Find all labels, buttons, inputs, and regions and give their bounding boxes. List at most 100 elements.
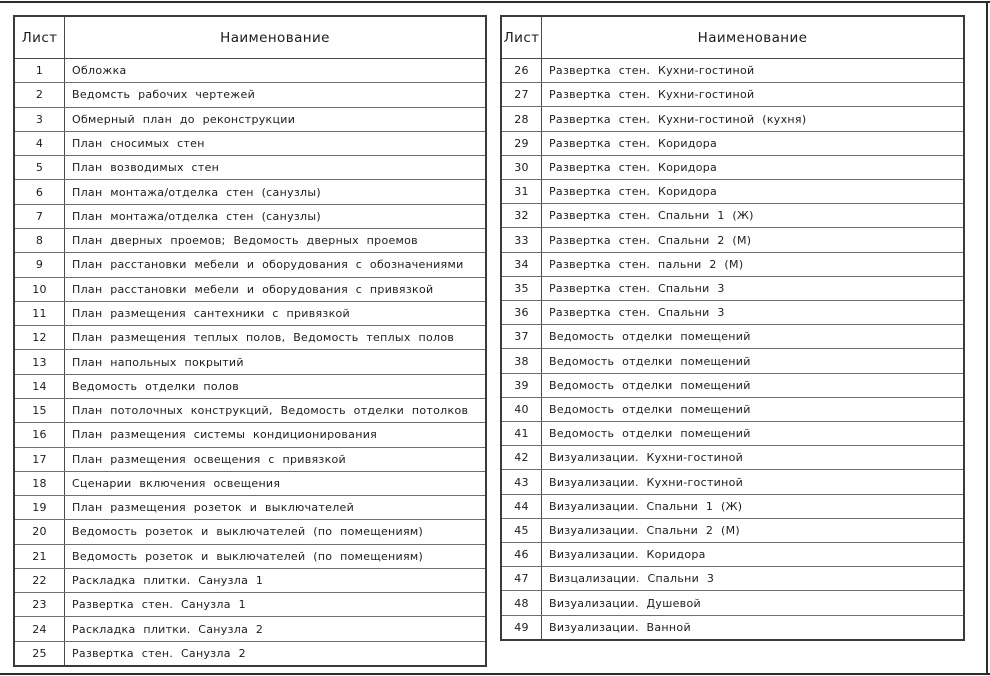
sheet-name-cell: Развертка стен. Санузла 2 bbox=[72, 646, 246, 660]
sheet-number-cell: 3 bbox=[15, 107, 65, 131]
table-row: 32 Развертка стен. Спальни 1 (Ж) bbox=[502, 203, 963, 228]
sheet-name-cell: План расстановки мебели и оборудования с… bbox=[72, 258, 464, 272]
sheet-name-cell: Развертка стен. Спальни 1 (Ж) bbox=[549, 209, 754, 223]
sheet-name-cell: Развертка стен. Кухни-гостиной bbox=[549, 64, 755, 78]
sheet-number-cell: 8 bbox=[15, 228, 65, 253]
sheet-name-cell: Развертка стен. Кухни-гостиной (кухня) bbox=[549, 112, 807, 126]
table-row: 33 Развертка стен. Спальни 2 (М) bbox=[502, 227, 963, 252]
sheet-number-cell: 10 bbox=[15, 277, 65, 301]
table-row: 41 Ведомость отделки помещений bbox=[502, 421, 963, 446]
sheet-number-cell: 34 bbox=[502, 252, 542, 276]
sheet-number-cell: 35 bbox=[502, 276, 542, 301]
sheet-name-cell: Развертка стен. Спальни 3 bbox=[549, 281, 725, 295]
table-row: 29 Развертка стен. Коридора bbox=[502, 130, 963, 155]
sheet-number-cell: 46 bbox=[502, 543, 542, 567]
sheet-name-cell: Развертка стен. Спальни 3 bbox=[549, 306, 725, 320]
sheet-name-cell: План напольных покрытий bbox=[72, 355, 244, 369]
sheet-name-cell: Ведомость розеток и выключателей (по пом… bbox=[72, 549, 424, 563]
sheet-number-cell: 19 bbox=[15, 496, 65, 520]
sheet-name-cell: План дверных проемов; Ведомость дверных … bbox=[72, 234, 418, 248]
column-header-name: Наименование bbox=[697, 29, 808, 46]
table-row: 18 Сценарии включения освещения bbox=[15, 470, 485, 496]
sheet-number-cell: 42 bbox=[502, 446, 542, 470]
sheet-number-cell: 41 bbox=[502, 422, 542, 446]
sheet-name-cell: Развертка стен. Спальни 2 (М) bbox=[549, 233, 752, 247]
sheet-number-cell: 48 bbox=[502, 591, 542, 615]
table-row: 15 План потолочных конструкций, Ведомость… bbox=[15, 397, 485, 423]
sheet-number-cell: 25 bbox=[15, 641, 65, 666]
sheet-name-cell: Ведомсть рабочих чертежей bbox=[72, 88, 256, 102]
table-row: 4 План сносимых стен bbox=[15, 130, 485, 156]
sheet-name-cell: Ведомость отделки помещений bbox=[549, 378, 751, 392]
table-row: 30 Развертка стен. Коридора bbox=[502, 154, 963, 180]
table-row: 7 План монтажа/отделка стен (санузлы) bbox=[15, 203, 485, 228]
sheet-name-cell: Визцализации. Спальни 3 bbox=[549, 572, 715, 586]
table-body: 26 Развертка стен. Кухни-гостиной 27 Развер… bbox=[502, 59, 963, 639]
sheet-number-cell: 49 bbox=[502, 615, 542, 639]
sheet-number-cell: 47 bbox=[502, 567, 542, 591]
sheet-number-cell: 39 bbox=[502, 373, 542, 397]
page-frame-bottom-border bbox=[0, 673, 990, 675]
sheet-name-cell: Ведомость отделки помещений bbox=[549, 427, 751, 441]
table-row: 42 Визуализации. Кухни-гостиной bbox=[502, 445, 963, 470]
sheet-name-cell: Ведомость отделки помещений bbox=[549, 354, 751, 368]
table-row: 9 План расстановки мебели и оборудования … bbox=[15, 252, 485, 277]
sheet-name-cell: План расстановки мебели и оборудования с… bbox=[72, 282, 434, 296]
sheet-number-cell: 38 bbox=[502, 349, 542, 373]
sheet-name-cell: Визуализации. Кухни-гостиной bbox=[549, 451, 744, 465]
sheet-name-cell: Ведомость розеток и выключателей (по пом… bbox=[72, 525, 424, 539]
sheet-name-cell: Визуализации. Спальни 1 (Ж) bbox=[549, 499, 743, 513]
table-row: 40 Ведомость отделки помещений bbox=[502, 396, 963, 422]
table-row: 16 План размещения системы кондиционирова… bbox=[15, 422, 485, 447]
table-row: 37 Ведомость отделки помещений bbox=[502, 324, 963, 349]
sheet-number-cell: 11 bbox=[15, 301, 65, 326]
sheet-name-cell: План размещения освещения с привязкой bbox=[72, 452, 347, 466]
sheet-number-cell: 24 bbox=[15, 617, 65, 641]
sheet-number-cell: 43 bbox=[502, 470, 542, 494]
sheet-number-cell: 32 bbox=[502, 204, 542, 228]
sheet-number-cell: 29 bbox=[502, 131, 542, 155]
sheet-number-cell: 44 bbox=[502, 494, 542, 518]
table-row: 47 Визцализации. Спальни 3 bbox=[502, 566, 963, 591]
table-row: 36 Развертка стен. Спальни 3 bbox=[502, 300, 963, 325]
sheet-name-cell: Ведомость отделки помещений bbox=[549, 402, 751, 416]
sheet-name-cell: План размещения теплых полов, Ведомость … bbox=[72, 331, 455, 345]
column-header-sheet: Лист bbox=[502, 17, 542, 58]
sheet-name-cell: Визуализации. Кухни-гостиной bbox=[549, 475, 744, 489]
sheet-number-cell: 18 bbox=[15, 471, 65, 496]
sheet-register-table-left: Лист Наименование 1 Обложка 2 Ведомсть рабо… bbox=[13, 15, 487, 667]
sheet-name-cell: Развертка стен. Коридора bbox=[549, 136, 718, 150]
table-row: 14 Ведомость отделки полов bbox=[15, 373, 485, 398]
sheet-number-cell: 5 bbox=[15, 156, 65, 180]
table-row: 46 Визуализации. Коридора bbox=[502, 542, 963, 567]
sheet-name-cell: Обмерный план до реконструкции bbox=[72, 112, 296, 126]
table-row: 21 Ведомость розеток и выключателей (по п… bbox=[15, 543, 485, 568]
sheet-name-cell: Раскладка плитки. Санузла 1 bbox=[72, 574, 264, 588]
sheet-name-cell: Ведомость отделки помещений bbox=[549, 330, 751, 344]
table-row: 28 Развертка стен. Кухни-гостиной (кухня) bbox=[502, 106, 963, 131]
sheet-name-cell: Визуализации. Коридора bbox=[549, 548, 706, 562]
sheet-number-cell: 27 bbox=[502, 83, 542, 107]
sheet-name-cell: Развертка стен. пальни 2 (М) bbox=[549, 257, 744, 271]
sheet-name-cell: Ведомость отделки полов bbox=[72, 379, 240, 393]
page-frame-right-border bbox=[986, 1, 988, 675]
sheet-name-cell: План размещения системы кондиционировани… bbox=[72, 428, 378, 442]
table-row: 5 План возводимых стен bbox=[15, 155, 485, 180]
table-row: 11 План размещения сантехники с привязкой bbox=[15, 300, 485, 326]
sheet-name-cell: Визуализации. Спальни 2 (М) bbox=[549, 523, 740, 537]
sheet-number-cell: 33 bbox=[502, 228, 542, 252]
table-row: 35 Развертка стен. Спальни 3 bbox=[502, 275, 963, 301]
sheet-register-table-right: Лист Наименование 26 Развертка стен. Кухн… bbox=[500, 15, 965, 641]
table-row: 27 Развертка стен. Кухни-гостиной bbox=[502, 82, 963, 107]
sheet-number-cell: 36 bbox=[502, 301, 542, 325]
table-body: 1 Обложка 2 Ведомсть рабочих чертежей 3 Обмер… bbox=[15, 59, 485, 666]
table-row: 38 Ведомость отделки помещений bbox=[502, 348, 963, 373]
table-row: 20 Ведомость розеток и выключателей (по п… bbox=[15, 519, 485, 544]
sheet-number-cell: 13 bbox=[15, 350, 65, 374]
table-row: 19 План размещения розеток и выключателей bbox=[15, 495, 485, 520]
sheet-number-cell: 40 bbox=[502, 397, 542, 422]
table-row: 13 План напольных покрытий bbox=[15, 349, 485, 374]
table-row: 26 Развертка стен. Кухни-гостиной bbox=[502, 59, 963, 83]
table-row: 10 План расстановки мебели и оборудования… bbox=[15, 276, 485, 301]
sheet-number-cell: 30 bbox=[502, 155, 542, 180]
